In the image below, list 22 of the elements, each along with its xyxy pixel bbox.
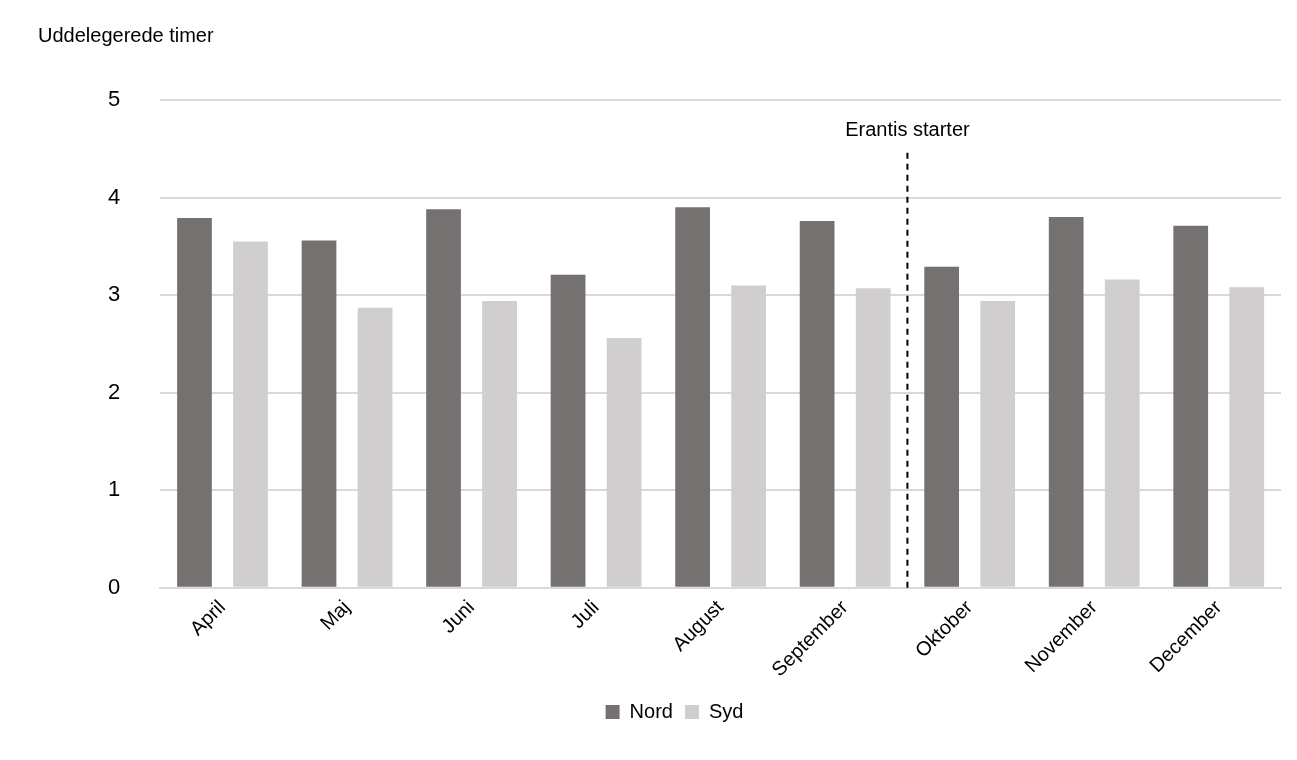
bar	[550, 274, 586, 587]
bar	[426, 209, 461, 587]
ref-line-label: Erantis starter	[845, 118, 970, 141]
x-tick-label: Juli	[566, 595, 603, 633]
bar	[301, 240, 337, 587]
legend-label: Syd	[708, 699, 744, 722]
bar	[177, 218, 212, 587]
y-axis-title: Uddelegerede timer	[38, 23, 214, 46]
y-tick-label: 0	[107, 573, 121, 599]
y-tick-label: 1	[107, 476, 121, 502]
bar	[675, 207, 710, 587]
x-tick-label: Maj	[315, 595, 354, 634]
y-tick-label: 4	[107, 183, 121, 209]
y-tick-label: 2	[107, 378, 121, 404]
bar	[799, 220, 835, 587]
x-tick-label: Juni	[436, 595, 479, 638]
y-tick-label: 5	[107, 86, 121, 112]
y-tick-label: 3	[107, 281, 121, 307]
legend-label: Nord	[629, 699, 673, 722]
bar	[924, 266, 960, 587]
bar	[1048, 217, 1084, 587]
bar	[1173, 225, 1209, 587]
